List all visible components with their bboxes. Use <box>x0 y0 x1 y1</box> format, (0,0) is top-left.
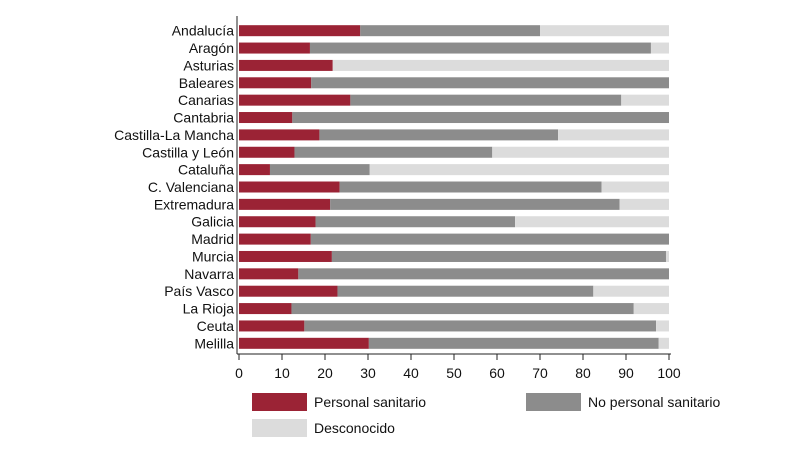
bar-castilla-y-leon-personal-sanitario <box>239 146 295 158</box>
bar-pais-vasco-personal-sanitario <box>239 285 338 297</box>
bar-extremadura-no-personal-sanitario <box>330 198 620 210</box>
bar-cataluna-no-personal-sanitario <box>269 164 370 176</box>
bar-la-rioja-no-personal-sanitario <box>291 303 634 315</box>
legend-item-desconocido: Desconocido <box>252 419 395 437</box>
bar-pais-vasco-desconocido <box>593 285 669 297</box>
category-label-aragon: Aragón <box>189 40 234 56</box>
bar-c-valenciana-personal-sanitario <box>239 181 340 193</box>
bar-castilla-la-mancha-desconocido <box>558 129 669 141</box>
legend-swatch-personal-sanitario <box>252 393 307 411</box>
bar-castilla-y-leon-no-personal-sanitario <box>294 146 493 158</box>
bar-extremadura-desconocido <box>619 198 669 210</box>
category-label-asturias: Asturias <box>183 57 234 73</box>
category-label-galicia: Galicia <box>191 214 234 230</box>
x-tick-label-80: 80 <box>575 365 591 381</box>
bar-canarias-no-personal-sanitario <box>350 94 622 106</box>
bar-cataluna-personal-sanitario <box>239 164 270 176</box>
category-label-ceuta: Ceuta <box>197 318 235 334</box>
category-label-canarias: Canarias <box>178 92 234 108</box>
category-label-la-rioja: La Rioja <box>183 301 235 317</box>
x-tick-label-90: 90 <box>618 365 634 381</box>
bar-madrid-personal-sanitario <box>239 233 311 245</box>
bar-galicia-personal-sanitario <box>239 216 316 228</box>
bar-murcia-desconocido <box>665 250 669 262</box>
bar-ceuta-no-personal-sanitario <box>304 320 657 332</box>
bar-la-rioja-desconocido <box>633 303 669 315</box>
bar-castilla-y-leon-desconocido <box>492 146 669 158</box>
bar-castilla-la-mancha-no-personal-sanitario <box>319 129 559 141</box>
x-tick-label-20: 20 <box>317 365 333 381</box>
category-label-melilla: Melilla <box>194 335 234 351</box>
x-tick-label-60: 60 <box>489 365 505 381</box>
bar-madrid-no-personal-sanitario <box>310 233 669 245</box>
x-tick-label-100: 100 <box>657 365 681 381</box>
legend-item-no-personal-sanitario: No personal sanitario <box>526 393 721 411</box>
bar-navarra-personal-sanitario <box>239 268 299 280</box>
bar-aragon-desconocido <box>650 42 669 54</box>
category-label-navarra: Navarra <box>184 266 234 282</box>
bar-andalucia-no-personal-sanitario <box>360 25 540 37</box>
legend-item-personal-sanitario: Personal sanitario <box>252 393 426 411</box>
category-label-pais-vasco: País Vasco <box>164 283 234 299</box>
x-axis: 0 10 20 30 40 50 60 70 80 90 100 <box>235 16 681 381</box>
bar-castilla-la-mancha-personal-sanitario <box>239 129 320 141</box>
bar-aragon-personal-sanitario <box>239 42 310 54</box>
category-label-baleares: Baleares <box>179 75 234 91</box>
bar-galicia-desconocido <box>515 216 669 228</box>
bar-cantabria-personal-sanitario <box>239 112 293 124</box>
category-label-cantabria: Cantabria <box>173 110 234 126</box>
legend-swatch-no-personal-sanitario <box>526 393 581 411</box>
x-tick-label-0: 0 <box>235 365 243 381</box>
category-label-castilla-y-leon: Castilla y León <box>142 144 234 160</box>
bar-c-valenciana-desconocido <box>601 181 669 193</box>
category-label-c-valenciana: C. Valenciana <box>148 179 234 195</box>
bar-pais-vasco-no-personal-sanitario <box>337 285 594 297</box>
x-tick-label-40: 40 <box>403 365 419 381</box>
bar-andalucia-desconocido <box>540 25 669 37</box>
bar-canarias-desconocido <box>621 94 669 106</box>
bar-baleares-no-personal-sanitario <box>311 77 669 89</box>
legend-label-personal-sanitario: Personal sanitario <box>314 394 426 410</box>
legend-swatch-desconocido <box>252 419 307 437</box>
bar-c-valenciana-no-personal-sanitario <box>339 181 602 193</box>
bar-aragon-no-personal-sanitario <box>309 42 651 54</box>
category-label-murcia: Murcia <box>192 248 234 264</box>
bar-cantabria-no-personal-sanitario <box>292 112 669 124</box>
category-label-andalucia: Andalucía <box>172 23 234 39</box>
bar-ceuta-desconocido <box>656 320 669 332</box>
bar-melilla-personal-sanitario <box>239 337 369 349</box>
bar-extremadura-personal-sanitario <box>239 198 331 210</box>
x-tick-label-70: 70 <box>532 365 548 381</box>
legend-label-no-personal-sanitario: No personal sanitario <box>588 394 721 410</box>
bar-baleares-personal-sanitario <box>239 77 312 89</box>
bar-andalucia-personal-sanitario <box>239 25 361 37</box>
x-tick-label-10: 10 <box>274 365 290 381</box>
category-label-extremadura: Extremadura <box>154 196 234 212</box>
x-tick-label-30: 30 <box>360 365 376 381</box>
bar-murcia-no-personal-sanitario <box>331 250 666 262</box>
category-label-madrid: Madrid <box>191 231 234 247</box>
bar-murcia-personal-sanitario <box>239 250 332 262</box>
bars-layer <box>239 25 669 349</box>
bar-la-rioja-personal-sanitario <box>239 303 292 315</box>
bar-asturias-desconocido <box>332 59 669 71</box>
x-tick-label-50: 50 <box>446 365 462 381</box>
category-label-cataluna: Cataluña <box>178 162 234 178</box>
bar-navarra-no-personal-sanitario <box>298 268 669 280</box>
bar-asturias-personal-sanitario <box>239 59 333 71</box>
legend-label-desconocido: Desconocido <box>314 420 395 436</box>
legend: Personal sanitario No personal sanitario D… <box>252 393 721 437</box>
bar-cataluna-desconocido <box>369 164 669 176</box>
bar-ceuta-personal-sanitario <box>239 320 305 332</box>
bar-canarias-personal-sanitario <box>239 94 351 106</box>
bar-melilla-desconocido <box>658 337 669 349</box>
bar-galicia-no-personal-sanitario <box>315 216 516 228</box>
category-label-castilla-la-mancha: Castilla-La Mancha <box>114 127 234 143</box>
bar-melilla-no-personal-sanitario <box>368 337 659 349</box>
